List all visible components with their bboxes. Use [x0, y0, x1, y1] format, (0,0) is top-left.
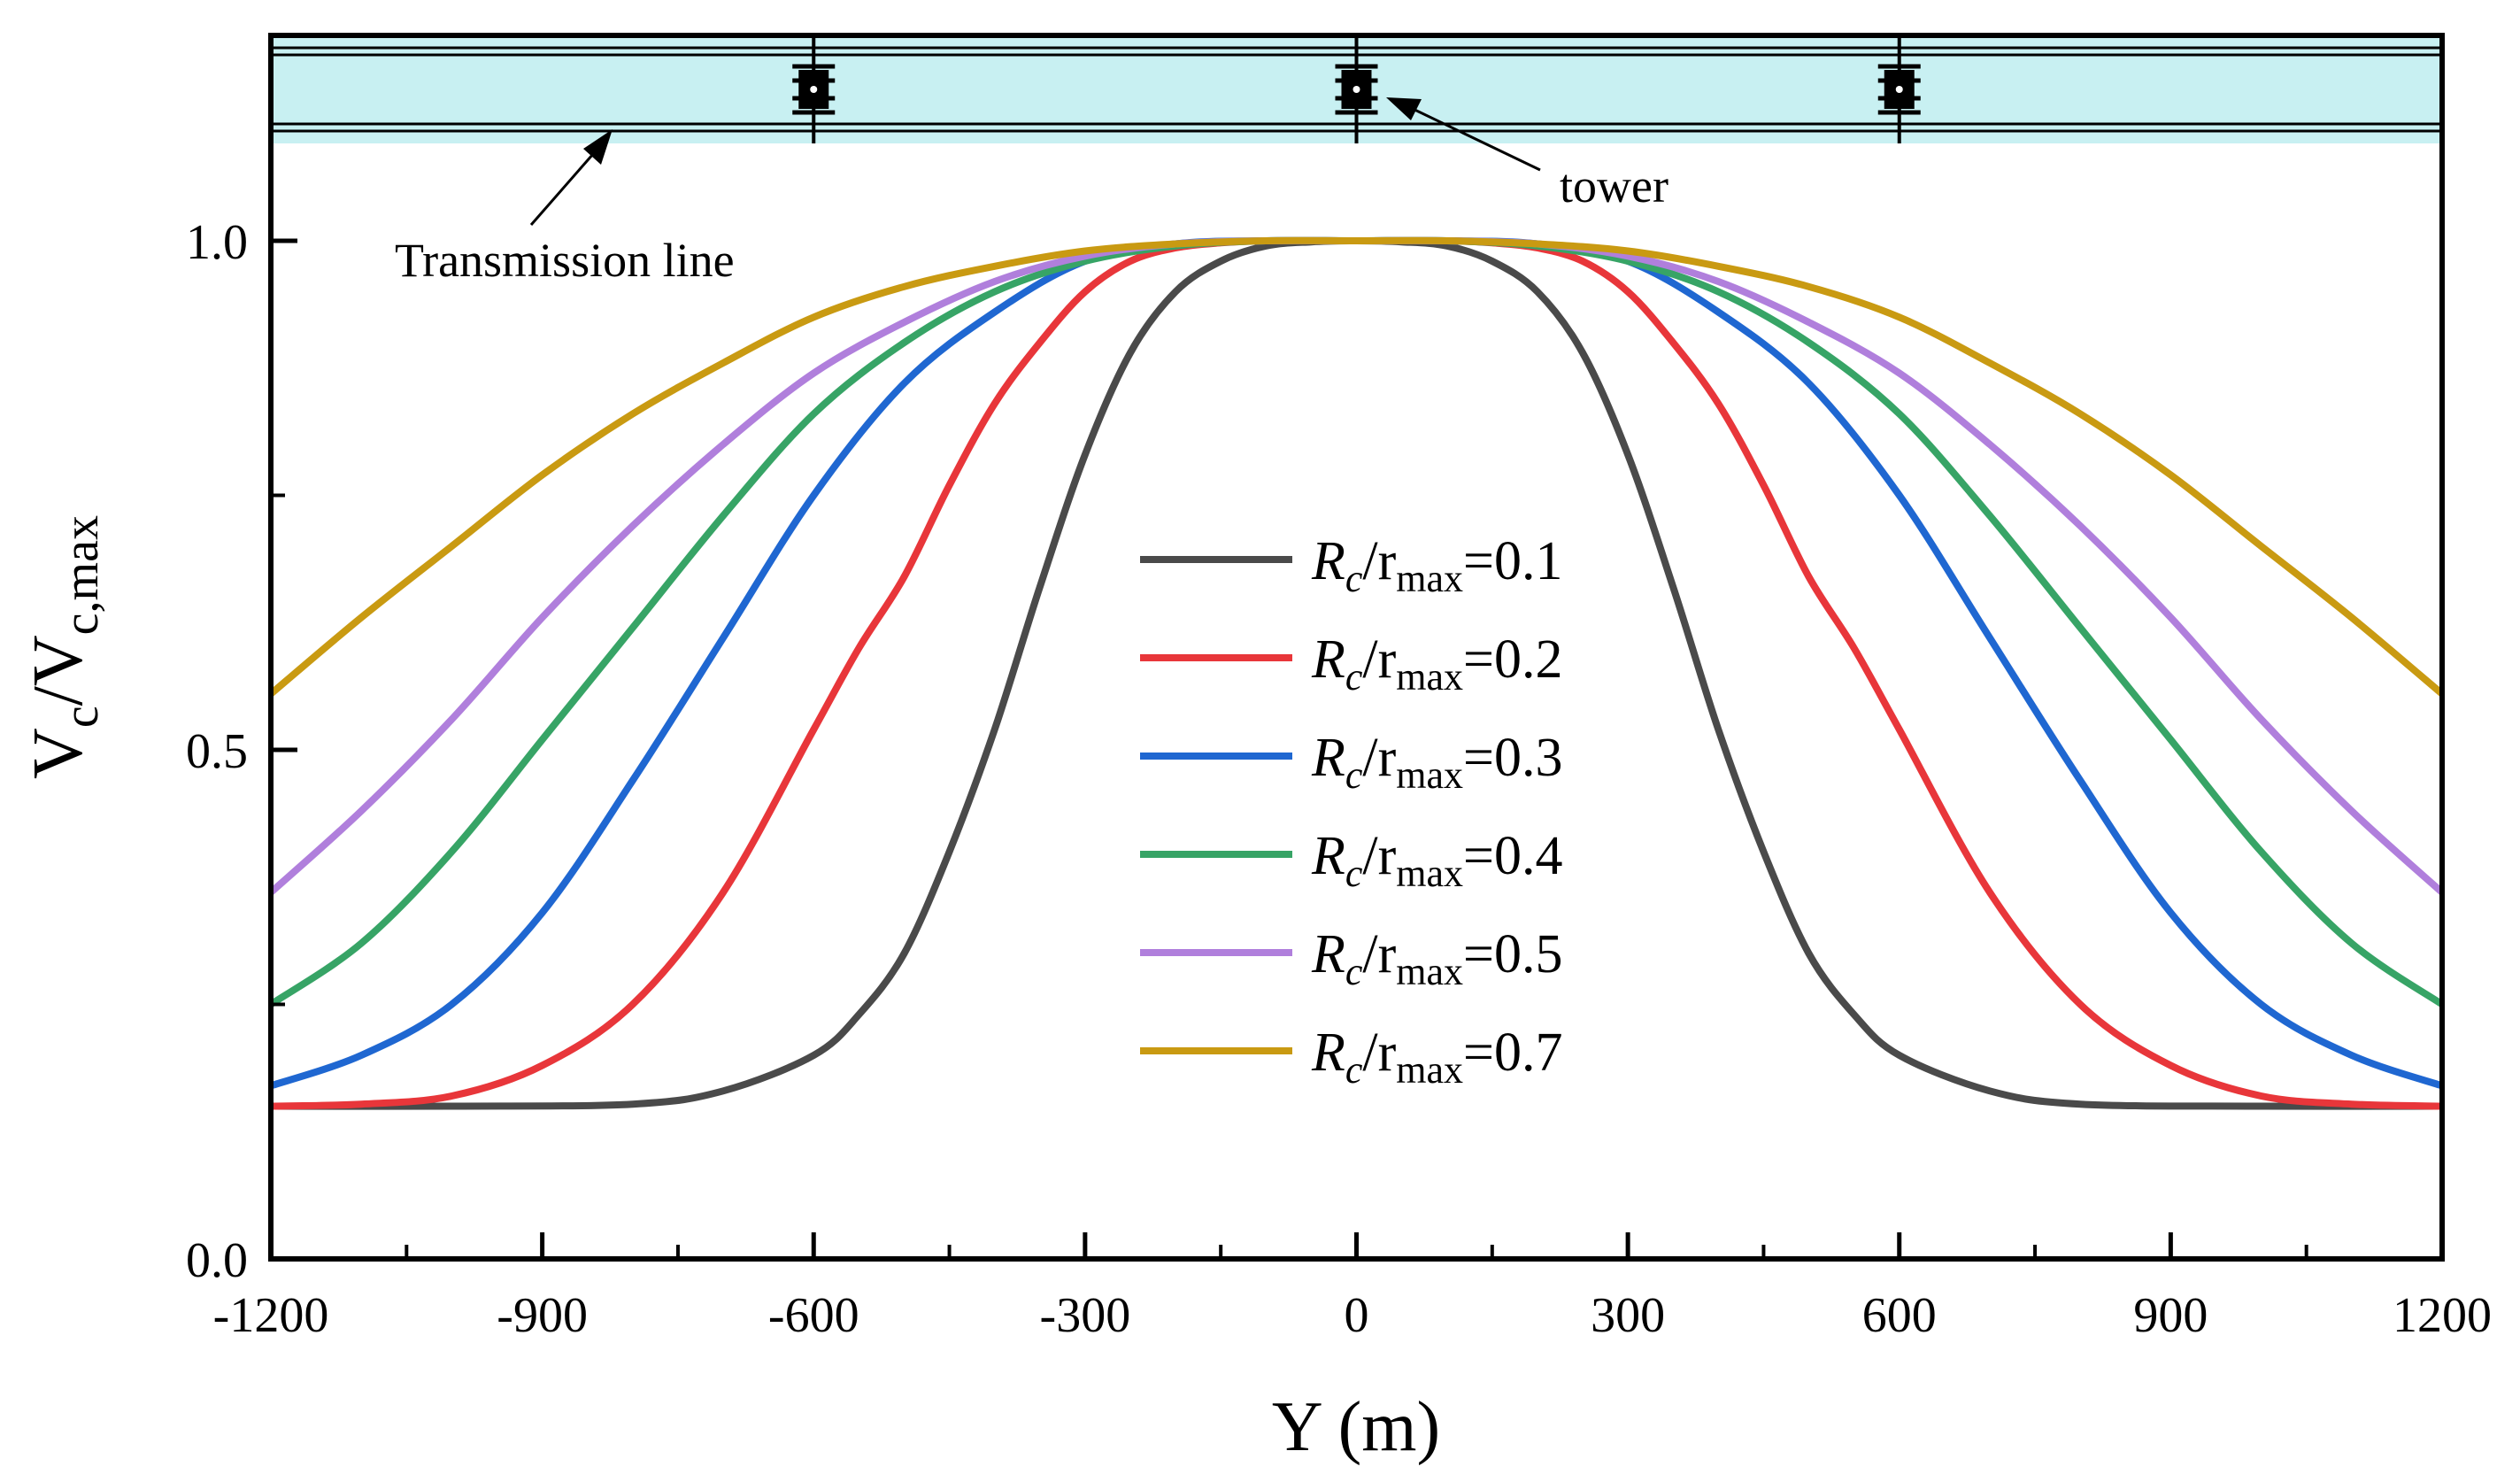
- tower-arrow: [1406, 104, 1541, 172]
- legend-item: Rc/rmax=0.7: [1140, 1023, 1563, 1092]
- legend-item: Rc/rmax=0.2: [1140, 629, 1563, 699]
- legend-label: Rc/rmax=0.5: [1311, 924, 1563, 993]
- y-axis-ticks: 0.0 0.5 1.0: [186, 215, 297, 1288]
- x-tick-label: 300: [1591, 1288, 1665, 1343]
- series-group: [268, 236, 2445, 1110]
- y-tick-label: 0.5: [186, 724, 248, 779]
- tower-arms: [792, 64, 836, 115]
- tower-center: [1352, 86, 1360, 93]
- legend-label: Rc/rmax=0.2: [1311, 629, 1563, 699]
- y-tick-label: 0.0: [186, 1233, 248, 1288]
- legend-item: Rc/rmax=0.3: [1140, 728, 1563, 797]
- legend: Rc/rmax=0.1 Rc/rmax=0.2 Rc/rmax=0.3 Rc/rmax…: [1140, 531, 1563, 1092]
- y-axis-title: Vc/Vc,max: [19, 515, 109, 779]
- x-axis-title: Y (m): [1272, 1388, 1440, 1466]
- legend-label: Rc/rmax=0.7: [1311, 1023, 1563, 1092]
- x-tick-label: 600: [1862, 1288, 1937, 1343]
- x-tick-label: 1200: [2393, 1288, 2492, 1343]
- x-tick-label: 900: [2133, 1288, 2208, 1343]
- y-tick-label: 1.0: [186, 215, 248, 270]
- x-tick-label: -600: [768, 1288, 859, 1343]
- tower-center: [1895, 86, 1903, 93]
- transmission-line-label: Transmission line: [395, 234, 735, 287]
- series-line-6: [268, 236, 2445, 697]
- tower-arrowhead: [1386, 97, 1422, 120]
- transmission-line-arrowhead: [583, 129, 613, 165]
- tower-icon: [1335, 35, 1378, 143]
- legend-item: Rc/rmax=0.5: [1140, 924, 1563, 993]
- legend-label: Rc/rmax=0.1: [1311, 531, 1563, 600]
- tower-icon: [1877, 35, 1921, 143]
- x-tick-label: -300: [1040, 1288, 1131, 1343]
- x-tick-label: -1200: [213, 1288, 329, 1343]
- tower-arms: [1877, 64, 1921, 115]
- towers: [792, 35, 1921, 143]
- legend-item: Rc/rmax=0.1: [1140, 531, 1563, 600]
- legend-label: Rc/rmax=0.4: [1311, 826, 1563, 895]
- x-axis-ticks: -1200 -900 -600 -300 0 300 600 900 1200: [213, 1232, 2492, 1343]
- x-tick-label: -900: [497, 1288, 588, 1343]
- tower-annotation: tower: [1386, 97, 1668, 212]
- tower-center: [810, 86, 818, 93]
- tower-label: tower: [1560, 159, 1668, 212]
- tower-icon: [792, 35, 836, 143]
- tower-arms: [1335, 64, 1378, 115]
- legend-item: Rc/rmax=0.4: [1140, 826, 1563, 895]
- legend-label: Rc/rmax=0.3: [1311, 728, 1563, 797]
- x-tick-label: 0: [1345, 1288, 1369, 1343]
- transmission-line-annotation: Transmission line: [395, 129, 735, 287]
